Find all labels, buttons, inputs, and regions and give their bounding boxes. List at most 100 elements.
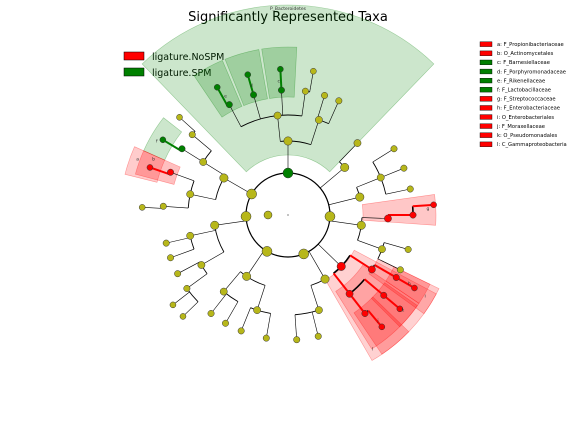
clade-label-c: c (277, 79, 280, 84)
branch-bacteroidaceae (301, 91, 306, 117)
branch-arc-bacteroidia-class (280, 140, 312, 146)
node-fusobacteria (240, 211, 252, 222)
branch-campylobacterales (356, 177, 381, 188)
node-campylobacterales (376, 173, 385, 182)
branch-leptotrichiaceae (170, 248, 195, 259)
node-lactobacillales (199, 158, 208, 166)
key-swatch-i (479, 114, 493, 120)
node-corynebacteriaceae (404, 246, 412, 253)
tree-branches-layer (142, 69, 434, 340)
node-carno-genus (176, 114, 183, 121)
node-carnobacteriaceae (188, 131, 196, 139)
key-label-c: c: F_Barnesiellaceae (497, 60, 550, 66)
clade-shade-b (135, 150, 181, 185)
node-rikenellaceae-genus (213, 84, 221, 91)
branch-micrococcales (357, 240, 383, 250)
branch-enterobacteriaceae (374, 264, 397, 279)
node-moraxella-genus (378, 323, 386, 331)
branch-clostridiales (190, 193, 216, 200)
branch-helicobacteraceae (380, 167, 405, 178)
clade-label-i: i (425, 293, 426, 299)
clade-label-p_bacteroidetes: P_Bacteroidetes (270, 6, 307, 12)
key-swatch-k (479, 132, 493, 138)
branch-sr1-fam (385, 188, 411, 195)
branch-pseudomonadales (332, 272, 351, 295)
key-swatch-h (479, 105, 493, 111)
branch-fusobacteriia (214, 220, 247, 226)
branch-treponema-fam (210, 293, 227, 314)
key-swatch-d (479, 68, 493, 75)
biomarker-key: a: F_Propionibacteriaceae b: O_Actinomyce… (479, 41, 567, 148)
node-clostridiales (186, 190, 195, 199)
legend-label-nospm: ligature.NoSPM (152, 52, 224, 63)
key-label-f: f: F_Lactobacillaceae (497, 88, 551, 94)
key-label-g: g: F_Streptococcaceae (497, 97, 556, 103)
node-enterobacteriales (368, 265, 376, 274)
key-swatch-j (479, 123, 493, 129)
node-enterobacter-genus (411, 284, 418, 292)
key-label-h: h: F_Enterobacteriaceae (497, 106, 560, 112)
node-lactobacillaceae (178, 145, 186, 153)
node-fusobacteriia (210, 220, 220, 230)
node-mycoplasma-fam (237, 327, 245, 335)
node-bacteroidetes (282, 167, 294, 179)
node-ruminococcaceae (159, 202, 167, 210)
branch-barnesiellaceae (253, 94, 261, 119)
branch-porphyromonadaceae-genus (279, 69, 283, 91)
branch-dialister-genus (182, 301, 199, 317)
branch-enterobacteriales (349, 254, 373, 271)
branch-comamonadaceae (311, 311, 319, 337)
branch-rumino-genus (142, 207, 164, 209)
branch-clostridia-order (201, 251, 225, 266)
key-label-k: k: O_Pseudomonadales (497, 133, 558, 139)
node-lactobacillus-genus (159, 136, 167, 144)
node-betaproteo (320, 274, 330, 284)
node-ureaplasma-fam (262, 334, 270, 342)
key-swatch-l (479, 141, 493, 147)
node-actino-class (356, 220, 366, 230)
node-proteobacteria (298, 248, 309, 260)
key-label-b: b: O_Actinomycetales (497, 51, 554, 57)
node-pseudomonadaceae (380, 291, 388, 299)
clade-label-e: e (224, 95, 227, 100)
branch-ureaplasma-fam (265, 313, 271, 339)
node-streptococcus-genus (430, 201, 437, 209)
branch-flavobacteria-order (310, 119, 320, 145)
node-flavobacteria-order (315, 116, 323, 124)
node-barnesiellaceae (250, 91, 257, 99)
branch-bacteroidales-order (277, 115, 281, 142)
node-rikenellaceae (225, 101, 233, 109)
branch-ruminococcaceae (163, 205, 189, 209)
branch-fusobacteriaceae (166, 237, 191, 244)
clade-shade-k (335, 264, 420, 350)
clade-label-l: l (372, 347, 373, 353)
node-tenericutes (253, 306, 261, 314)
node-enterobacteriaceae (392, 274, 400, 281)
branch-fusobacteriales (190, 230, 216, 237)
branch-streptococcaceae-order (361, 217, 388, 219)
branch-lactobacillaceae (181, 148, 204, 163)
clade-label-d: d (250, 83, 253, 89)
node-bacilli (219, 173, 229, 183)
node-bacteroides-genus (310, 67, 317, 75)
branch-micrococcaceae (377, 258, 401, 271)
node-weeksellaceae (335, 97, 343, 105)
clade-shade-g (361, 194, 437, 226)
node-firmicutes (246, 188, 257, 200)
branch-enterobacter-genus (395, 276, 415, 289)
key-label-i: i: O_Enterobacteriales (497, 115, 554, 121)
node-actinobacteria (324, 211, 336, 222)
node-flavobacteriaceae (321, 92, 328, 99)
branch-carnobacteriaceae (192, 134, 212, 151)
legend-label-spm: ligature.SPM (152, 68, 211, 79)
node-deltaproteo (355, 192, 365, 202)
branch-betaproteo (308, 251, 326, 280)
node-pseudomonas-genus (396, 305, 404, 313)
node-dialister-genus (179, 313, 187, 320)
chart-title: Significantly Represented Taxa (188, 10, 388, 25)
node-synergistetes (340, 162, 350, 172)
clade-label-k: k (402, 307, 405, 313)
legend-swatch-spm (123, 67, 145, 77)
key-label-d: d: F_Porphyromonadaceae (497, 69, 566, 75)
